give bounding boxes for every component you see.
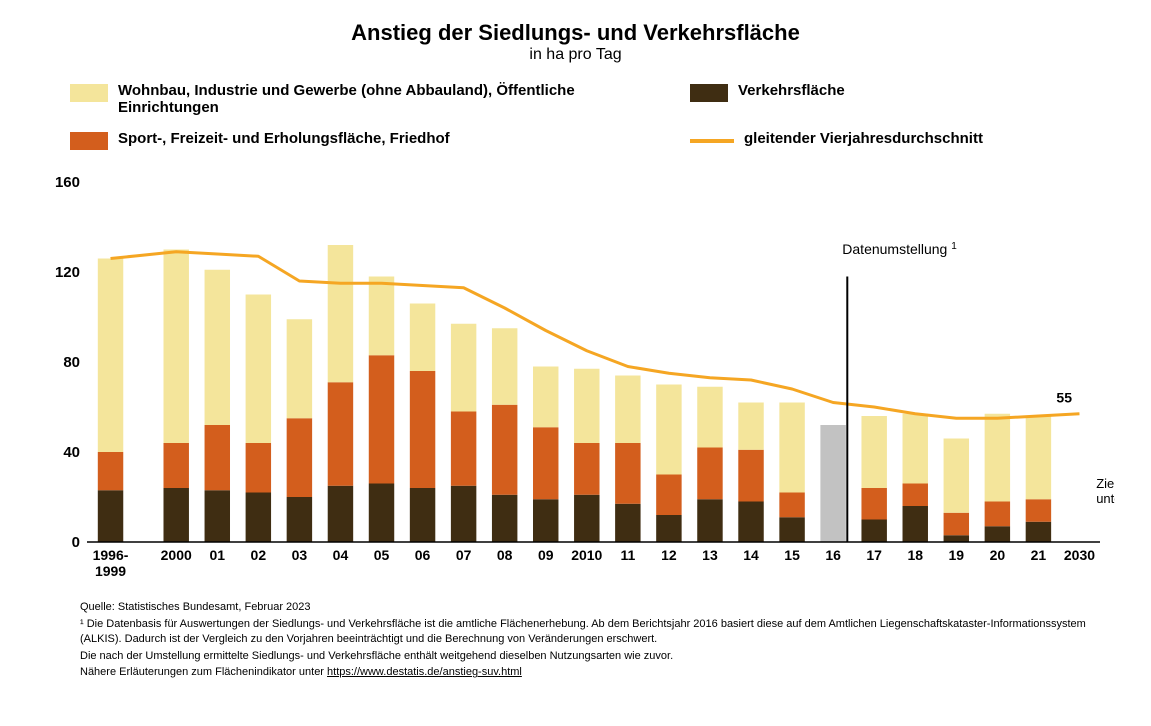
footnote-1: ¹ Die Datenbasis für Auswertungen der Si… [80,617,1101,647]
svg-text:09: 09 [538,547,554,563]
svg-text:03: 03 [292,547,308,563]
svg-text:15: 15 [784,547,800,563]
svg-text:13: 13 [702,547,718,563]
legend-box-swatch [70,84,108,102]
svg-text:1999: 1999 [95,563,126,579]
svg-text:18: 18 [907,547,923,563]
legend-item: gleitender Vierjahresdurchschnitt [690,130,1050,150]
svg-text:02: 02 [251,547,267,563]
svg-text:20: 20 [990,547,1006,563]
legend-label: Verkehrsfläche [738,82,845,99]
svg-text:16: 16 [825,547,841,563]
footnote-2: Die nach der Umstellung ermittelte Siedl… [80,649,1101,664]
svg-text:2000: 2000 [161,547,192,563]
legend-item: Sport-, Freizeit- und Erholungsfläche, F… [70,130,590,150]
svg-text:1996-: 1996- [93,547,129,563]
legend-box-swatch [690,84,728,102]
svg-text:55: 55 [1056,390,1072,406]
svg-text:120: 120 [55,264,80,281]
chart-area: 0 40 80 120 160 1996-1999 2000 01 02 03 04 05 06 07 08… [35,172,1115,592]
svg-text:40: 40 [63,444,80,461]
footnote-link[interactable]: https://www.destatis.de/anstieg-suv.html [327,666,522,678]
svg-text:19: 19 [949,547,965,563]
legend-item: Wohnbau, Industrie und Gewerbe (ohne Abb… [70,82,590,116]
legend-item: Verkehrsfläche [690,82,1050,116]
legend: Wohnbau, Industrie und Gewerbe (ohne Abb… [70,82,1121,150]
svg-text:06: 06 [415,547,431,563]
footnote-source: Quelle: Statistisches Bundesamt, Februar… [80,600,1101,615]
legend-line-swatch [690,139,734,143]
svg-text:2010: 2010 [571,547,602,563]
svg-text:160: 160 [55,174,80,191]
legend-label: Wohnbau, Industrie und Gewerbe (ohne Abb… [118,82,590,116]
svg-text:01: 01 [209,547,225,563]
svg-text:Ziel:: Ziel: [1096,476,1115,491]
svg-text:Datenumstellung 1: Datenumstellung 1 [842,241,957,258]
legend-label: Sport-, Freizeit- und Erholungsfläche, F… [118,130,450,147]
svg-text:2030: 2030 [1064,547,1095,563]
svg-text:07: 07 [456,547,472,563]
svg-text:05: 05 [374,547,390,563]
svg-text:14: 14 [743,547,759,563]
chart-title: Anstieg der Siedlungs- und Verkehrsfläch… [30,20,1121,46]
svg-text:08: 08 [497,547,513,563]
chart-subtitle: in ha pro Tag [30,46,1121,64]
footnote-3: Nähere Erläuterungen zum Flächenindikato… [80,665,1101,680]
svg-text:04: 04 [333,547,349,563]
svg-text:21: 21 [1031,547,1047,563]
legend-box-swatch [70,132,108,150]
svg-text:0: 0 [72,534,80,551]
svg-text:11: 11 [620,547,635,563]
svg-text:unter 30: unter 30 [1096,491,1115,506]
svg-text:80: 80 [63,354,80,371]
footnotes: Quelle: Statistisches Bundesamt, Februar… [80,600,1101,680]
chart-svg: 0 40 80 120 160 1996-1999 2000 01 02 03 04 05 06 07 08… [35,172,1115,592]
legend-label: gleitender Vierjahresdurchschnitt [744,130,983,147]
svg-text:17: 17 [866,547,882,563]
svg-text:12: 12 [661,547,677,563]
